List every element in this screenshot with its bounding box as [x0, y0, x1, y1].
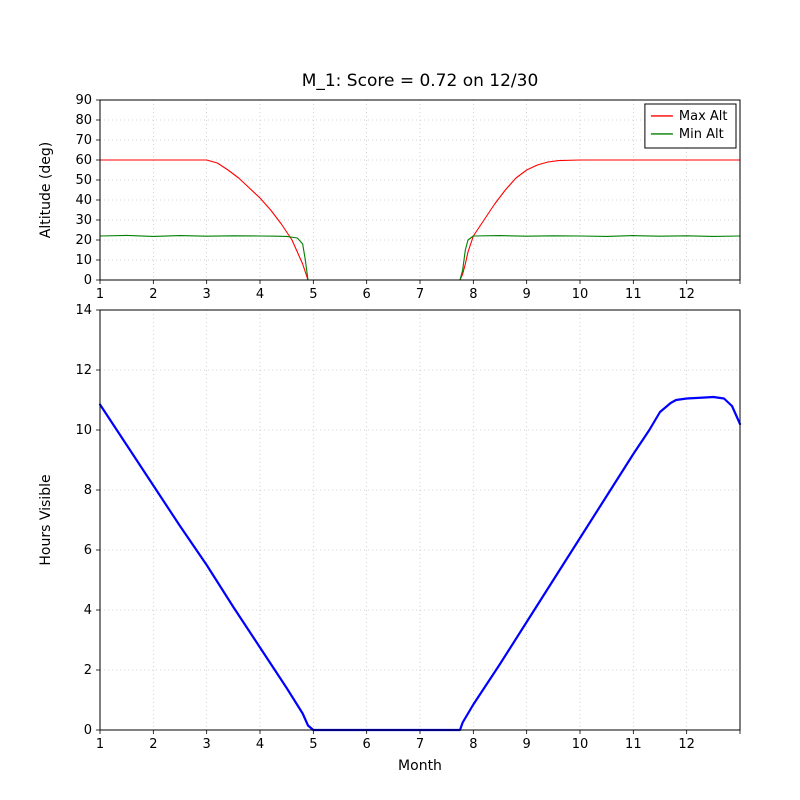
legend-label: Max Alt — [679, 109, 728, 124]
xtick-label: 4 — [256, 737, 264, 752]
xtick-label: 3 — [203, 737, 211, 752]
ytick-label: 10 — [75, 253, 92, 268]
ytick-label: 12 — [75, 363, 92, 378]
y-axis-label: Altitude (deg) — [38, 142, 54, 238]
ytick-label: 60 — [75, 153, 92, 168]
xtick-label: 12 — [678, 287, 695, 302]
xtick-label: 5 — [309, 737, 317, 752]
xtick-label: 9 — [523, 737, 531, 752]
xtick-label: 7 — [416, 737, 424, 752]
ytick-label: 30 — [75, 213, 92, 228]
ytick-label: 10 — [75, 423, 92, 438]
x-axis-label: Month — [398, 758, 442, 774]
xtick-label: 11 — [625, 287, 642, 302]
xtick-label: 2 — [149, 737, 157, 752]
xtick-label: 2 — [149, 287, 157, 302]
ytick-label: 14 — [75, 303, 92, 318]
ytick-label: 0 — [84, 273, 92, 288]
ytick-label: 6 — [84, 543, 92, 558]
figure: M_1: Score = 0.72 on 12/3012345678910111… — [0, 0, 800, 800]
ytick-label: 90 — [75, 93, 92, 108]
xtick-label: 6 — [363, 737, 371, 752]
legend-label: Min Alt — [679, 127, 724, 142]
chart-title: M_1: Score = 0.72 on 12/30 — [302, 71, 539, 91]
ytick-label: 2 — [84, 663, 92, 678]
xtick-label: 11 — [625, 737, 642, 752]
xtick-label: 4 — [256, 287, 264, 302]
ytick-label: 40 — [75, 193, 92, 208]
xtick-label: 10 — [572, 287, 589, 302]
legend: Max Alt Min Alt — [645, 104, 736, 148]
ytick-label: 20 — [75, 233, 92, 248]
xtick-label: 12 — [678, 737, 695, 752]
xtick-label: 10 — [572, 737, 589, 752]
xtick-label: 5 — [309, 287, 317, 302]
xtick-label: 9 — [523, 287, 531, 302]
xtick-label: 6 — [363, 287, 371, 302]
xtick-label: 7 — [416, 287, 424, 302]
ytick-label: 70 — [75, 133, 92, 148]
ytick-label: 4 — [84, 603, 92, 618]
xtick-label: 1 — [96, 737, 104, 752]
ytick-label: 80 — [75, 113, 92, 128]
xtick-label: 8 — [469, 737, 477, 752]
ytick-label: 8 — [84, 483, 92, 498]
xtick-label: 1 — [96, 287, 104, 302]
y-axis-label: Hours Visible — [38, 474, 54, 565]
ytick-label: 0 — [84, 723, 92, 738]
ytick-label: 50 — [75, 173, 92, 188]
xtick-label: 3 — [203, 287, 211, 302]
xtick-label: 8 — [469, 287, 477, 302]
